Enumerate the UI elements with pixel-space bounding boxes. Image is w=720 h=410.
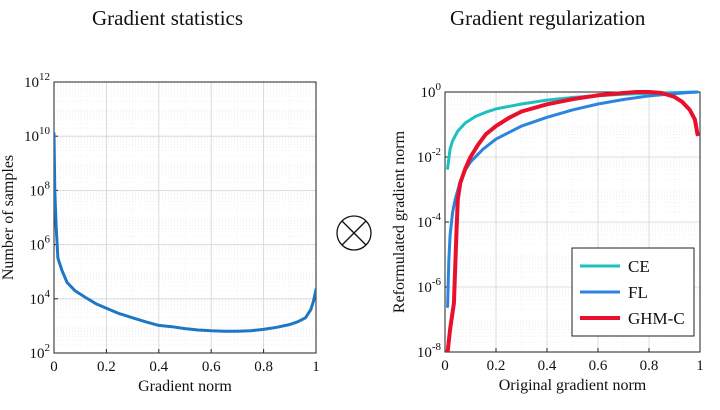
left-axes-frame [53,81,317,354]
left-y-tick-base: 10 [30,292,45,308]
left-y-tick-label: 102 [30,342,51,362]
left-chart: 0 0.2 0.4 0.6 0.8 110210410610810101012Gradie… [0,71,320,395]
left-y-tick-label: 1010 [24,125,51,145]
circle-times-icon [336,215,372,251]
right-y-tick-exponent: -4 [432,211,442,223]
left-x-tick-label: 0.6 [202,359,221,375]
left-y-tick-exponent: 6 [45,234,51,246]
left-x-tick-label: 0.8 [254,359,273,375]
left-y-tick-exponent: 4 [45,288,51,300]
right-y-tick-label: 100 [421,81,442,101]
right-y-tick-base: 10 [417,150,432,166]
left-y-tick-base: 10 [30,183,45,199]
right-x-tick-label: 1 [696,358,704,374]
left-y-tick-base: 10 [30,346,45,362]
right-legend-label: GHM-C [628,309,685,328]
right-chart: 0 0.2 0.4 0.6 0.8 110010-210-410-610-8Origina… [391,81,704,394]
left-x-tick-label: 0.4 [149,359,168,375]
right-y-tick-base: 10 [417,345,432,361]
left-x-axis-label: Gradient norm [138,378,232,395]
left-x-tick-label: 0 [50,359,58,375]
left-y-tick-label: 104 [30,288,51,308]
left-y-tick-base: 10 [24,129,39,145]
left-y-tick-label: 108 [30,179,51,199]
circle-times-cross-b [341,220,367,246]
right-y-tick-exponent: -2 [432,146,441,158]
right-y-tick-base: 10 [417,280,432,296]
right-y-tick-exponent: -6 [432,276,442,288]
left-y-tick-exponent: 12 [39,71,50,83]
right-y-tick-base: 10 [417,215,432,231]
left-chart-title: Gradient statistics [92,6,244,30]
right-y-axis-label: Reformulated gradient norm [391,130,408,313]
right-series-line-fl [446,90,699,308]
right-series-line-ghm-c [445,90,700,352]
right-y-tick-exponent: 0 [436,81,442,93]
right-chart-title: Gradient regularization [450,6,646,30]
left-y-tick-base: 10 [30,238,45,254]
left-y-tick-exponent: 8 [45,179,51,191]
right-y-tick-base: 10 [421,85,436,101]
right-y-tick-label: 10-8 [417,341,442,361]
right-x-tick-label: 0 [441,358,449,374]
left-y-tick-exponent: 2 [45,342,51,354]
left-series-line-samples [54,132,316,333]
right-y-tick-label: 10-4 [417,211,442,231]
left-y-axis-label: Number of samples [0,155,17,280]
right-x-axis-label: Original gradient norm [499,377,647,394]
operator-group [336,215,372,251]
left-x-tick-label: 0.2 [97,359,116,375]
left-x-tick-label: 1 [312,359,320,375]
right-y-tick-label: 10-2 [417,146,441,166]
right-x-tick-label: 0.6 [589,358,608,374]
right-legend-label: FL [628,283,648,302]
left-y-tick-base: 10 [24,75,39,91]
right-x-tick-label: 0.8 [640,358,659,374]
left-y-tick-label: 106 [30,234,51,254]
right-x-tick-label: 0.4 [538,358,557,374]
left-y-tick-exponent: 10 [39,125,51,137]
right-legend-label: CE [628,257,650,276]
right-x-tick-label: 0.2 [487,358,506,374]
right-y-tick-exponent: -8 [432,341,442,353]
left-y-tick-label: 1012 [24,71,50,91]
right-y-tick-label: 10-6 [417,276,442,296]
